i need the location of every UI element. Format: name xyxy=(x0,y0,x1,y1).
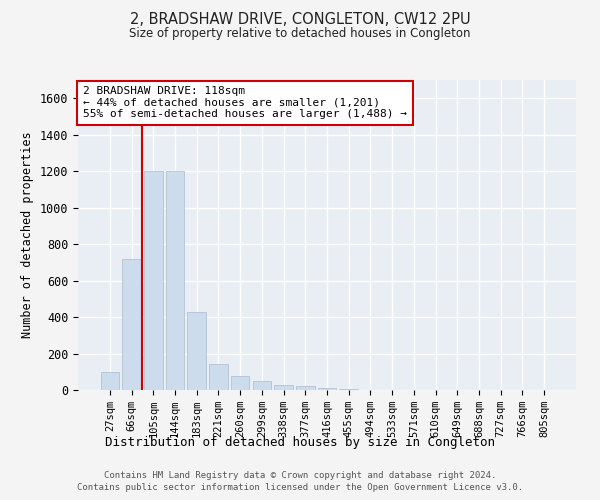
Text: Contains HM Land Registry data © Crown copyright and database right 2024.
Contai: Contains HM Land Registry data © Crown c… xyxy=(77,471,523,492)
Text: Size of property relative to detached houses in Congleton: Size of property relative to detached ho… xyxy=(129,28,471,40)
Bar xyxy=(231,376,250,390)
Text: 2 BRADSHAW DRIVE: 118sqm
← 44% of detached houses are smaller (1,201)
55% of sem: 2 BRADSHAW DRIVE: 118sqm ← 44% of detach… xyxy=(83,86,407,120)
Bar xyxy=(209,364,227,390)
Bar xyxy=(101,372,119,390)
Bar xyxy=(144,171,163,390)
Y-axis label: Number of detached properties: Number of detached properties xyxy=(21,132,34,338)
Text: Distribution of detached houses by size in Congleton: Distribution of detached houses by size … xyxy=(105,436,495,449)
Bar xyxy=(296,386,314,390)
Bar xyxy=(253,381,271,390)
Text: 2, BRADSHAW DRIVE, CONGLETON, CW12 2PU: 2, BRADSHAW DRIVE, CONGLETON, CW12 2PU xyxy=(130,12,470,28)
Bar xyxy=(166,171,184,390)
Bar xyxy=(187,312,206,390)
Bar xyxy=(122,258,141,390)
Bar xyxy=(318,388,336,390)
Bar xyxy=(274,384,293,390)
